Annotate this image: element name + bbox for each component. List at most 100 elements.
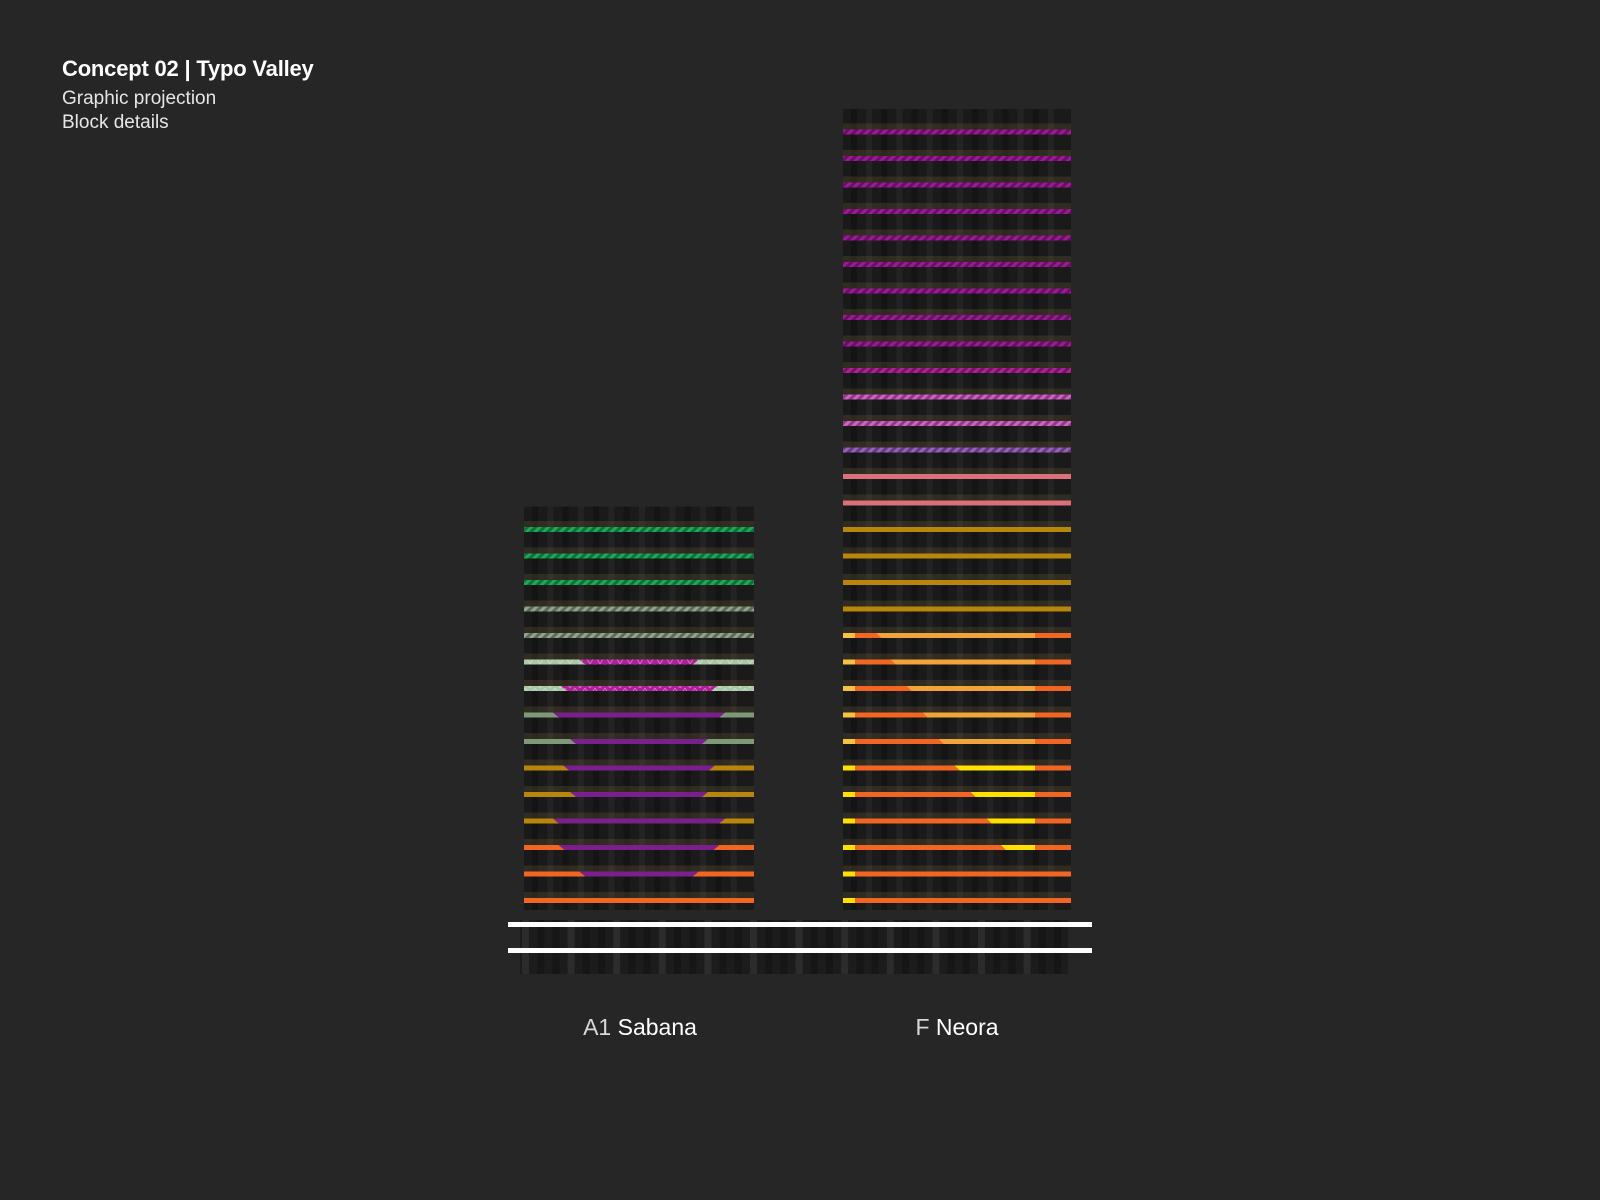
tower-f-floor <box>843 812 1071 824</box>
tower-f-floor <box>843 627 1071 638</box>
podium-mullion <box>613 920 621 974</box>
tower-f-floor <box>843 706 1071 718</box>
tower-label-a1: A1 Sabana <box>583 1014 697 1041</box>
tower-f-mullion <box>881 109 888 910</box>
podium-mullion <box>704 920 712 974</box>
tower-f-mullion <box>957 109 963 910</box>
tower-f-mullion <box>926 109 933 910</box>
podium-mullion <box>598 920 605 974</box>
tower-a1-floor <box>524 733 754 744</box>
tower-label-f: F Neora <box>915 1014 998 1041</box>
tower-f-floor <box>843 362 1071 373</box>
tower-a1-mullion <box>654 506 661 910</box>
tower-f-floor <box>843 892 1071 903</box>
tower-a1-mullion <box>608 506 615 910</box>
podium-mullion <box>765 920 773 974</box>
tower-a1-floor <box>524 574 754 585</box>
podium-mullion <box>841 920 849 974</box>
tower-f-mullion <box>987 109 994 910</box>
tower-a1-floor <box>524 680 754 691</box>
tower-f-floor <box>843 256 1071 267</box>
podium-mullion <box>826 920 833 974</box>
podium-mullion <box>1008 920 1016 974</box>
tower-f-floor <box>843 176 1071 188</box>
tower-a1-floor <box>524 653 754 665</box>
tower-a1-floor <box>524 812 754 824</box>
tower-name-a1: Sabana <box>617 1014 697 1040</box>
tower-a1-mullion <box>700 506 707 910</box>
tower-f-floor <box>843 335 1071 347</box>
podium-mullion <box>522 920 529 974</box>
heading-block: Concept 02 | Typo Valley Graphic project… <box>62 56 314 136</box>
podium-mullion <box>552 920 560 974</box>
tower-f-floor <box>843 282 1071 294</box>
ground-line-upper <box>508 922 1092 927</box>
tower-f-floor <box>843 680 1071 691</box>
podium-mullion <box>582 920 590 974</box>
tower-a1-floor <box>524 706 754 718</box>
tower-a1-sabana <box>524 506 754 910</box>
tower-f-mullion <box>1017 109 1024 910</box>
podium-mullion <box>871 920 879 974</box>
tower-a1-mullion <box>547 506 554 910</box>
tower-a1-mullion <box>684 506 691 910</box>
tower-a1-floor <box>524 839 754 850</box>
podium-mullion <box>978 920 985 974</box>
tower-f-mullion <box>851 109 857 910</box>
podium-mullion <box>886 920 894 974</box>
page-title: Concept 02 | Typo Valley <box>62 56 314 81</box>
tower-f-floor <box>843 839 1071 850</box>
tower-a1-mullion <box>715 506 722 910</box>
podium-base <box>508 920 1092 974</box>
podium-mullion <box>993 920 1001 974</box>
podium-mullion <box>1038 920 1046 974</box>
tower-a1-mullion <box>730 506 737 910</box>
tower-f-floor <box>843 123 1071 135</box>
tower-f-mullion <box>1032 109 1039 910</box>
podium-mullion <box>628 920 636 974</box>
podium-mullion <box>932 920 940 974</box>
tower-f-mullion <box>896 109 903 910</box>
tower-f-floor <box>843 203 1071 214</box>
tower-a1-floor <box>524 627 754 638</box>
page-subtitle-projection: Graphic projection <box>62 88 217 109</box>
podium-mullion <box>917 920 925 974</box>
tower-a1-floor <box>524 865 754 877</box>
podium-mullion <box>537 920 545 974</box>
podium-mullion <box>902 920 909 974</box>
tower-f-mullion <box>1002 109 1009 910</box>
podium-mullion <box>962 920 970 974</box>
podium-mullion <box>643 920 651 974</box>
tower-f-floor <box>843 521 1071 532</box>
tower-a1-floor <box>524 786 754 797</box>
tower-code-f: F <box>915 1014 930 1040</box>
tower-f-neora <box>843 109 1071 910</box>
tower-f-floor <box>843 441 1071 453</box>
podium-mullion <box>689 920 697 974</box>
tower-f-mullion <box>866 109 873 910</box>
tower-a1-mullion <box>669 506 676 910</box>
tower-f-floor <box>843 468 1071 479</box>
podium-mullion <box>810 920 818 974</box>
tower-code-a1: A1 <box>583 1014 612 1040</box>
tower-a1-floor <box>524 600 754 612</box>
tower-a1-floor <box>524 521 754 532</box>
podium-mullion <box>856 920 864 974</box>
podium-mullion <box>1054 920 1061 974</box>
tower-f-floor <box>843 547 1071 559</box>
tower-a1-mullion <box>593 506 600 910</box>
tower-f-mullion <box>941 109 948 910</box>
page-subtitle-details: Block details <box>62 112 169 133</box>
tower-f-floor <box>843 759 1071 771</box>
tower-f-floor <box>843 653 1071 665</box>
tower-f-floor <box>843 415 1071 426</box>
podium-mullion <box>947 920 955 974</box>
podium-mullion <box>734 920 742 974</box>
tower-a1-floor <box>524 547 754 559</box>
tower-f-mullion <box>1047 109 1054 910</box>
tower-a1-floor <box>524 892 754 903</box>
tower-f-mullion <box>911 109 918 910</box>
tower-a1-mullion <box>532 506 538 910</box>
tower-name-f: Neora <box>935 1014 999 1040</box>
tower-f-floor <box>843 309 1071 320</box>
